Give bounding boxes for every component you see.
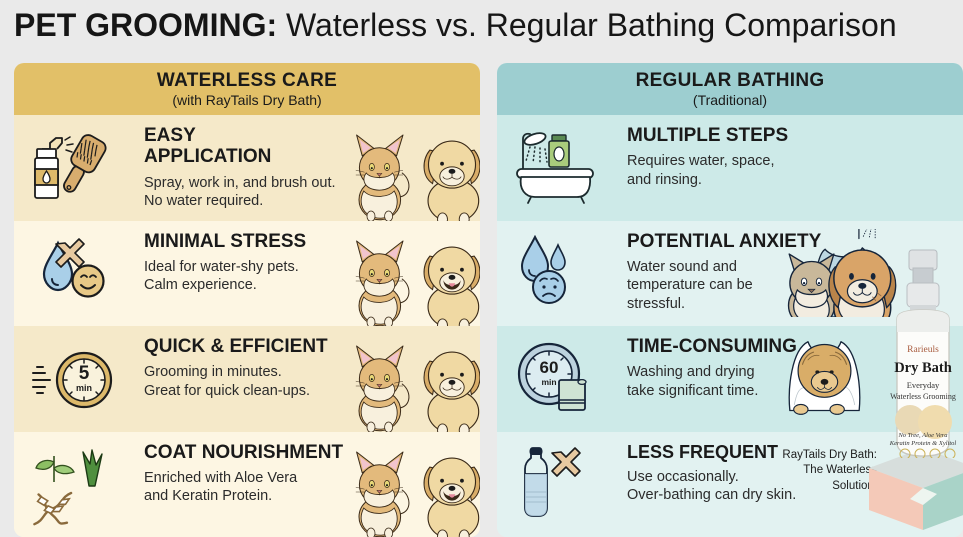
svg-text:Keratin Protein & Xylitol: Keratin Protein & Xylitol — [889, 440, 957, 447]
svg-text:min: min — [76, 383, 92, 393]
svg-text:Dry Bath: Dry Bath — [894, 360, 952, 376]
svg-text:Everyday: Everyday — [907, 380, 940, 390]
svg-text:60: 60 — [540, 358, 559, 377]
svg-text:No Tree, Aloe Vera: No Tree, Aloe Vera — [897, 432, 947, 439]
svg-text:5: 5 — [79, 363, 90, 384]
svg-text:min: min — [541, 377, 556, 387]
svg-text:Rarieuls: Rarieuls — [907, 345, 939, 355]
svg-text:Waterless Grooming: Waterless Grooming — [890, 392, 956, 401]
